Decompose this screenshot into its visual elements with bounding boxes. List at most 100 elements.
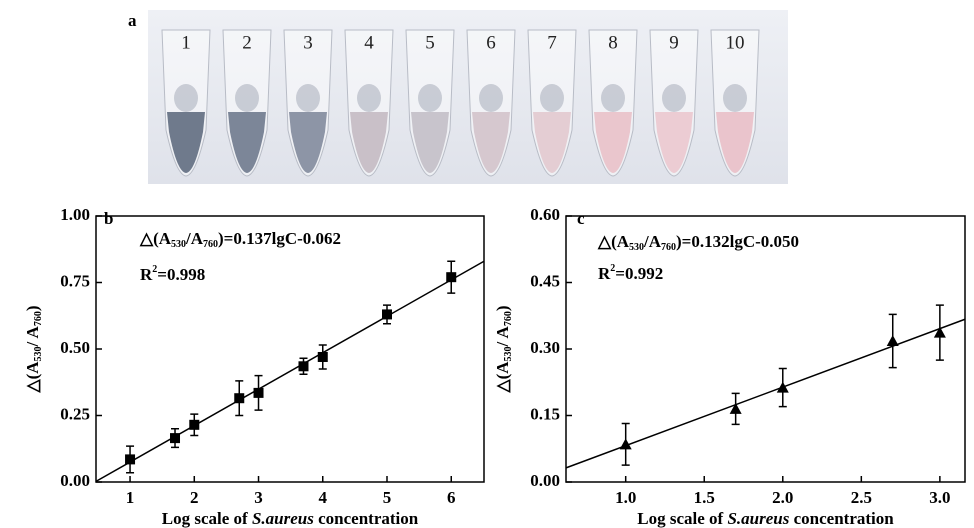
text-part: 760	[203, 239, 218, 250]
text-part: 760	[503, 311, 514, 326]
data-point	[253, 387, 264, 398]
data-point	[382, 309, 392, 320]
tube-cap	[357, 84, 381, 112]
x-tick-label: 2	[190, 488, 199, 507]
tube-liquid	[472, 112, 510, 173]
tube-liquid	[411, 112, 449, 173]
panel-label: b	[104, 209, 113, 228]
tube-liquid	[350, 112, 388, 173]
x-tick-label: 3	[254, 488, 263, 507]
fit-equation: △(A530/A760)=0.132lgC-0.050	[597, 232, 799, 253]
fit-line	[565, 318, 966, 469]
text-part: 530	[171, 239, 186, 250]
tube-number: 5	[425, 32, 435, 53]
y-tick-label: 0.30	[530, 338, 560, 357]
data-point	[886, 335, 899, 347]
tube-number: 3	[303, 32, 313, 53]
text-part: △(A	[493, 361, 512, 394]
data-point	[729, 402, 742, 414]
tube-number: 6	[486, 32, 496, 53]
tube-number: 10	[726, 32, 745, 53]
text-part: 530	[629, 242, 644, 253]
text-part: )	[23, 306, 42, 312]
y-tick-label: 0.00	[530, 471, 560, 490]
y-tick-label: 0.00	[60, 471, 90, 490]
tube-liquid	[533, 112, 571, 173]
tube-cap	[723, 84, 747, 112]
y-tick-label: 0.60	[530, 205, 560, 224]
data-point	[234, 393, 245, 404]
data-point	[446, 272, 457, 283]
tube-cap	[601, 84, 625, 112]
text-part: Log scale of	[637, 509, 727, 528]
tube-liquid	[289, 112, 327, 173]
tube-cap	[540, 84, 564, 112]
text-part: 530	[33, 346, 44, 361]
tube-liquid	[655, 112, 693, 173]
tubes: 1 2 3 4 5 6 7 8 9 10	[161, 29, 760, 177]
text-part: R	[598, 264, 611, 283]
r-squared: R2=0.998	[140, 264, 205, 284]
tube-number: 8	[608, 32, 618, 53]
text-part: 2	[152, 264, 157, 275]
fit-equation: △(A530/A760)=0.137lgC-0.062	[139, 229, 341, 250]
text-part: =0.998	[157, 265, 205, 284]
text-part: 2	[610, 263, 615, 274]
y-tick-label: 0.45	[530, 271, 560, 290]
r-squared: R2=0.992	[598, 263, 663, 283]
text-part: )=0.137lgC-0.062	[218, 229, 341, 248]
tube-number: 4	[364, 32, 374, 53]
x-tick-label: 1.0	[615, 488, 636, 507]
panel-label: c	[577, 209, 585, 228]
data-point	[317, 351, 328, 362]
y-tick-label: 0.15	[530, 404, 560, 423]
text-part: /A	[185, 229, 204, 248]
tube-cap	[479, 84, 503, 112]
x-tick-label: 1	[126, 488, 135, 507]
data-point	[125, 454, 136, 465]
panel-label: a	[128, 11, 137, 30]
text-part: 760	[33, 311, 44, 326]
y-tick-label: 1.00	[60, 205, 90, 224]
tube-liquid	[228, 112, 266, 173]
y-tick-label: 0.25	[60, 404, 90, 423]
x-axis-label: Log scale of S.aureus concentration	[162, 509, 419, 528]
x-tick-label: 2.0	[772, 488, 793, 507]
text-part: /A	[643, 232, 662, 251]
text-part: R	[140, 265, 153, 284]
text-part: △(A	[23, 361, 42, 394]
tube-liquid	[167, 112, 205, 173]
y-axis-label: △(A530/ A760)	[23, 306, 44, 394]
text-part: concentration	[314, 509, 419, 528]
photo-panel: a 1 2 3 4 5 6 7 8 9 10	[128, 10, 788, 184]
text-part: )=0.132lgC-0.050	[676, 232, 799, 251]
data-point	[170, 433, 181, 444]
y-axis-label: △(A530/ A760)	[493, 306, 514, 394]
tube-number: 7	[547, 32, 557, 53]
data-point	[933, 326, 946, 338]
x-tick-label: 4	[319, 488, 328, 507]
x-tick-label: 6	[447, 488, 456, 507]
tube-liquid	[716, 112, 754, 173]
tube-cap	[235, 84, 259, 112]
data-point	[776, 381, 789, 393]
text-part: 530	[503, 346, 514, 361]
plot-frame	[95, 215, 485, 483]
text-part: 760	[661, 242, 676, 253]
text-part: S.aureus	[252, 509, 314, 528]
text-part: △(A	[139, 229, 172, 248]
tube-cap	[296, 84, 320, 112]
data-point	[619, 438, 632, 450]
x-tick-label: 5	[383, 488, 392, 507]
text-part: / A	[23, 325, 42, 347]
y-tick-label: 0.50	[60, 338, 90, 357]
x-axis-label: Log scale of S.aureus concentration	[637, 509, 894, 528]
x-tick-label: 1.5	[694, 488, 715, 507]
tube-liquid	[594, 112, 632, 173]
tube-cap	[662, 84, 686, 112]
text-part: △(A	[597, 232, 630, 251]
y-tick-label: 0.75	[60, 271, 90, 290]
x-tick-label: 3.0	[929, 488, 950, 507]
tube-cap	[418, 84, 442, 112]
